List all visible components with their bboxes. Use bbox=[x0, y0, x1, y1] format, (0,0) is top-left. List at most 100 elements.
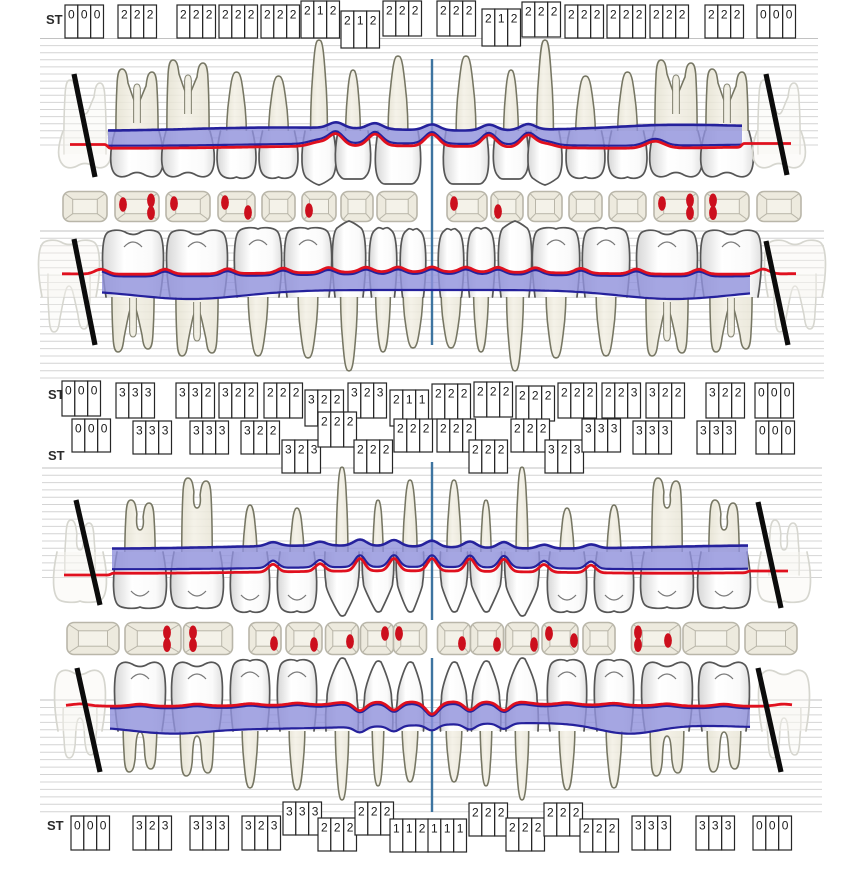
svg-text:3: 3 bbox=[206, 424, 213, 438]
svg-text:2: 2 bbox=[364, 386, 371, 400]
svg-text:2: 2 bbox=[248, 386, 255, 400]
svg-text:1: 1 bbox=[457, 822, 464, 836]
svg-text:2: 2 bbox=[734, 8, 741, 22]
svg-text:2: 2 bbox=[498, 443, 505, 457]
svg-text:1: 1 bbox=[498, 12, 505, 26]
svg-text:2: 2 bbox=[490, 385, 497, 399]
svg-text:2: 2 bbox=[393, 393, 400, 407]
svg-text:2: 2 bbox=[653, 8, 660, 22]
svg-text:0: 0 bbox=[782, 819, 789, 833]
svg-text:2: 2 bbox=[321, 415, 328, 429]
svg-text:2: 2 bbox=[662, 386, 669, 400]
svg-text:3: 3 bbox=[119, 386, 126, 400]
svg-text:2: 2 bbox=[270, 424, 277, 438]
svg-text:2: 2 bbox=[461, 387, 468, 401]
svg-text:ST: ST bbox=[48, 448, 65, 463]
svg-text:2: 2 bbox=[321, 393, 328, 407]
svg-text:2: 2 bbox=[596, 822, 603, 836]
svg-text:2: 2 bbox=[535, 821, 542, 835]
svg-text:2: 2 bbox=[206, 8, 213, 22]
svg-text:3: 3 bbox=[192, 386, 199, 400]
svg-text:3: 3 bbox=[179, 386, 186, 400]
svg-text:3: 3 bbox=[548, 443, 555, 457]
svg-text:2: 2 bbox=[397, 422, 404, 436]
svg-text:0: 0 bbox=[65, 384, 72, 398]
svg-text:3: 3 bbox=[636, 424, 643, 438]
svg-text:2: 2 bbox=[290, 8, 297, 22]
svg-text:3: 3 bbox=[219, 819, 226, 833]
svg-text:3: 3 bbox=[286, 805, 293, 819]
svg-text:3: 3 bbox=[311, 443, 318, 457]
svg-text:0: 0 bbox=[759, 424, 766, 438]
svg-text:0: 0 bbox=[94, 8, 101, 22]
svg-text:3: 3 bbox=[136, 819, 143, 833]
svg-text:3: 3 bbox=[648, 819, 655, 833]
svg-text:2: 2 bbox=[594, 8, 601, 22]
svg-text:3: 3 bbox=[611, 422, 618, 436]
svg-text:0: 0 bbox=[100, 819, 107, 833]
svg-text:2: 2 bbox=[193, 8, 200, 22]
svg-text:2: 2 bbox=[134, 8, 141, 22]
svg-text:2: 2 bbox=[560, 806, 567, 820]
svg-text:2: 2 bbox=[472, 806, 479, 820]
svg-text:2: 2 bbox=[347, 415, 354, 429]
svg-text:3: 3 bbox=[377, 386, 384, 400]
svg-text:3: 3 bbox=[631, 386, 638, 400]
svg-text:2: 2 bbox=[636, 8, 643, 22]
svg-text:2: 2 bbox=[466, 422, 473, 436]
svg-text:2: 2 bbox=[121, 8, 128, 22]
svg-text:2: 2 bbox=[149, 819, 156, 833]
svg-text:ST: ST bbox=[48, 387, 65, 402]
svg-text:2: 2 bbox=[384, 805, 391, 819]
svg-text:2: 2 bbox=[503, 385, 510, 399]
svg-text:2: 2 bbox=[675, 386, 682, 400]
svg-text:2: 2 bbox=[334, 393, 341, 407]
svg-text:2: 2 bbox=[370, 443, 377, 457]
svg-text:2: 2 bbox=[561, 386, 568, 400]
svg-text:2: 2 bbox=[267, 386, 274, 400]
svg-text:3: 3 bbox=[219, 424, 226, 438]
svg-text:3: 3 bbox=[712, 819, 719, 833]
svg-text:2: 2 bbox=[477, 385, 484, 399]
svg-text:2: 2 bbox=[547, 806, 554, 820]
svg-text:0: 0 bbox=[91, 384, 98, 398]
svg-text:2: 2 bbox=[358, 805, 365, 819]
svg-text:0: 0 bbox=[771, 386, 778, 400]
svg-text:2: 2 bbox=[511, 12, 518, 26]
svg-text:3: 3 bbox=[244, 424, 251, 438]
svg-text:3: 3 bbox=[206, 819, 213, 833]
svg-text:2: 2 bbox=[357, 443, 364, 457]
svg-text:1: 1 bbox=[317, 4, 324, 18]
svg-text:1: 1 bbox=[406, 393, 413, 407]
svg-text:2: 2 bbox=[453, 422, 460, 436]
svg-text:3: 3 bbox=[193, 819, 200, 833]
svg-text:3: 3 bbox=[709, 386, 716, 400]
svg-text:2: 2 bbox=[248, 8, 255, 22]
svg-text:3: 3 bbox=[145, 386, 152, 400]
svg-text:2: 2 bbox=[581, 8, 588, 22]
svg-text:0: 0 bbox=[68, 8, 75, 22]
svg-text:0: 0 bbox=[78, 384, 85, 398]
svg-text:2: 2 bbox=[587, 386, 594, 400]
svg-text:1: 1 bbox=[431, 822, 438, 836]
svg-text:3: 3 bbox=[574, 443, 581, 457]
svg-text:2: 2 bbox=[304, 4, 311, 18]
svg-text:2: 2 bbox=[679, 8, 686, 22]
svg-text:3: 3 bbox=[299, 805, 306, 819]
svg-text:0: 0 bbox=[786, 8, 793, 22]
svg-text:2: 2 bbox=[522, 821, 529, 835]
svg-text:2: 2 bbox=[412, 4, 419, 18]
svg-text:2: 2 bbox=[532, 389, 539, 403]
svg-text:1: 1 bbox=[357, 14, 364, 28]
svg-text:ST: ST bbox=[46, 12, 63, 27]
svg-text:2: 2 bbox=[618, 386, 625, 400]
svg-text:2: 2 bbox=[519, 389, 526, 403]
svg-text:2: 2 bbox=[545, 389, 552, 403]
svg-text:2: 2 bbox=[258, 819, 265, 833]
svg-text:3: 3 bbox=[162, 819, 169, 833]
svg-text:2: 2 bbox=[334, 415, 341, 429]
svg-text:2: 2 bbox=[466, 4, 473, 18]
svg-text:3: 3 bbox=[351, 386, 358, 400]
svg-text:1: 1 bbox=[444, 822, 451, 836]
svg-text:2: 2 bbox=[383, 443, 390, 457]
